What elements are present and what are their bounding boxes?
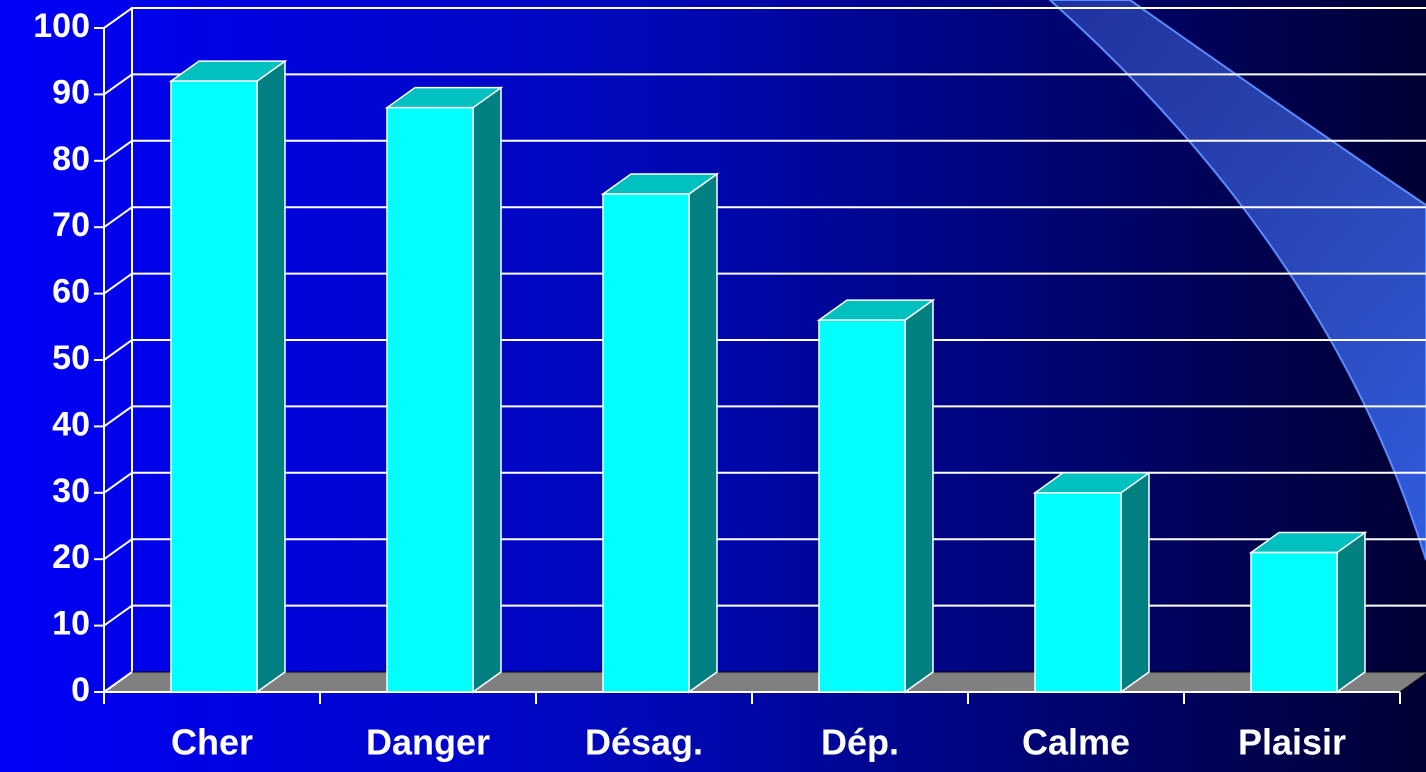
depth-line — [103, 604, 133, 627]
bar-side — [904, 298, 934, 694]
depth-line — [103, 7, 133, 29]
x-tick-label: Plaisir — [1238, 722, 1346, 763]
bar — [170, 80, 258, 693]
depth-line — [103, 206, 133, 229]
y-tick-label: 90 — [52, 73, 90, 111]
x-tick-label: Danger — [366, 722, 490, 763]
depth-line — [103, 73, 133, 96]
x-tick-label: Dép. — [821, 722, 899, 763]
depth-line — [103, 671, 133, 693]
y-tick-label: 100 — [33, 7, 90, 45]
floor — [102, 671, 1426, 693]
bar-side — [256, 59, 286, 694]
bar — [1250, 551, 1338, 693]
bar-side — [1336, 531, 1366, 694]
bar-side — [472, 86, 502, 694]
y-tick-label: 40 — [52, 405, 90, 443]
y-tick-label: 60 — [52, 273, 90, 311]
bar-side — [1120, 471, 1150, 694]
depth-line — [103, 339, 133, 361]
bar — [602, 193, 690, 693]
x-tick-label: Désag. — [585, 722, 703, 763]
bar-side — [688, 172, 718, 694]
bar — [1034, 492, 1122, 693]
y-tick-label: 70 — [52, 206, 90, 244]
y-tick-label: 50 — [52, 339, 90, 377]
depth-line — [103, 405, 133, 428]
y-tick-label: 30 — [52, 472, 90, 510]
y-tick-label: 0 — [71, 671, 90, 709]
depth-line — [103, 471, 133, 494]
depth-line — [103, 139, 133, 162]
plot-area: 0 10 20 30 40 50 60 70 80 90 100 Cher Danger Désag. Dé… — [33, 7, 1426, 763]
depth-line — [103, 538, 133, 561]
bar — [818, 319, 906, 693]
x-tick-label: Cher — [171, 722, 253, 763]
depth-line — [103, 272, 133, 295]
y-tick-label: 20 — [52, 538, 90, 576]
x-tick-label: Calme — [1022, 722, 1130, 763]
y-tick-label: 10 — [52, 605, 90, 643]
y-tick-label: 80 — [52, 140, 90, 178]
decorative-swoosh — [1048, 0, 1426, 561]
bar — [386, 106, 474, 693]
